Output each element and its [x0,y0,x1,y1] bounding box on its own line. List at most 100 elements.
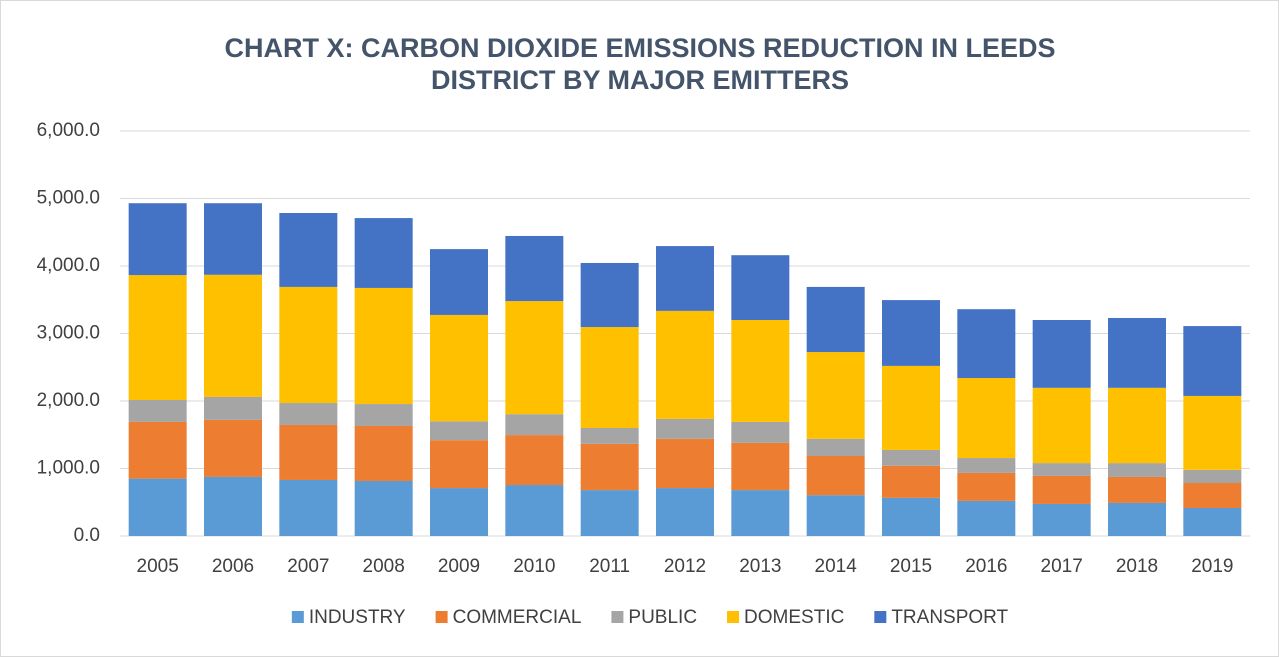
y-tick-label: 2,000.0 [37,390,100,411]
bar-segment [430,440,488,489]
chart-title: CHART X: CARBON DIOXIDE EMISSIONS REDUCT… [224,33,1055,95]
bar-segment [882,449,940,466]
y-tick-label: 5,000.0 [37,188,100,209]
bar-segment [957,378,1016,459]
bar-segment [430,421,488,441]
bar-segment [279,286,338,404]
x-tick-label: 2013 [739,556,781,577]
bar-segment [505,301,564,415]
bar-segment [731,490,790,536]
bar-segment [1183,507,1242,536]
x-tick-label: 2006 [212,556,254,577]
bar-segment [806,286,865,353]
bar-segment [1032,320,1091,388]
legend-label: PUBLIC [628,607,697,628]
bar-segment [957,500,1016,536]
legend-swatch [611,611,624,623]
bar-segment [731,320,790,422]
bar-segment [580,490,639,536]
bar-segment [957,309,1016,379]
bar-segment [957,472,1016,501]
y-tick-label: 1,000.0 [37,458,100,479]
legend-label: COMMERCIAL [453,607,582,628]
bar-segment [354,218,413,288]
bar-segment [1032,475,1091,504]
bar-segment [430,249,488,315]
x-tick-label: 2017 [1041,556,1083,577]
x-tick-label: 2012 [664,556,706,577]
bar-segment [204,203,262,275]
x-tick-label: 2008 [363,556,405,577]
bar-segment [731,255,790,320]
legend-label: INDUSTRY [309,607,406,628]
x-tick-label: 2007 [287,556,329,577]
bar-segment [279,403,338,425]
bar-segment [806,352,865,439]
bar-segment [505,235,564,302]
y-tick-label: 0.0 [74,525,100,546]
x-tick-label: 2019 [1191,556,1233,577]
bar-segment [1108,317,1166,388]
x-tick-label: 2015 [890,556,932,577]
bar-segment [354,480,413,536]
bar-segment [656,310,714,419]
bar-segment [1183,469,1242,484]
bar-segment [354,425,413,481]
x-tick-label: 2014 [815,556,858,577]
bar-segment [731,421,790,443]
bar-segment [279,213,338,287]
legend-label: DOMESTIC [744,607,844,628]
bar-segment [279,424,338,480]
bar-segment [505,435,564,486]
x-tick-label: 2018 [1116,556,1158,577]
bar-segment [1032,387,1091,464]
bar-segment [1108,463,1166,477]
legend-swatch [874,611,887,623]
bar-segment [806,438,865,457]
bar-segment [354,287,413,405]
y-tick-label: 4,000.0 [37,255,100,276]
bar-segment [656,418,714,439]
x-tick-label: 2011 [589,556,630,577]
y-tick-label: 6,000.0 [37,120,100,141]
bar-segment [1183,326,1242,396]
legend-swatch [435,611,448,623]
bar-segment [128,421,187,479]
bar-segment [1183,395,1242,470]
x-tick-label: 2010 [513,556,555,577]
bar-segment [1108,476,1166,503]
bar-segment [1032,503,1091,536]
bar-segment [354,404,413,426]
bar-segment [806,495,865,536]
bar-segment [128,399,187,422]
bar-segment [580,443,639,491]
x-tick-label: 2005 [137,556,179,577]
bar-segment [580,262,639,328]
bar-segment [806,456,865,496]
bar-segment [882,465,940,498]
x-tick-label: 2016 [965,556,1007,577]
legend-swatch [727,611,740,623]
bar-segment [882,300,940,366]
bar-segment [731,442,790,491]
bar-segment [128,478,187,536]
bar-segment [128,275,187,400]
bar-segment [882,497,940,536]
legend-swatch [291,611,304,623]
bar-segment [1183,483,1242,508]
bar-segment [430,488,488,536]
bar-segment [1108,502,1166,536]
bar-segment [656,246,714,311]
bar-segment [1108,387,1166,464]
bar-segment [1032,463,1091,476]
bar-segment [128,203,187,276]
bar-segment [882,365,940,450]
bar-segment [204,476,262,536]
bar-segment [204,274,262,397]
x-tick-label: 2009 [438,556,480,577]
bar-segment [204,396,262,420]
legend-label: TRANSPORT [891,607,1008,628]
y-tick-label: 3,000.0 [37,323,100,344]
bar-segment [580,327,639,428]
